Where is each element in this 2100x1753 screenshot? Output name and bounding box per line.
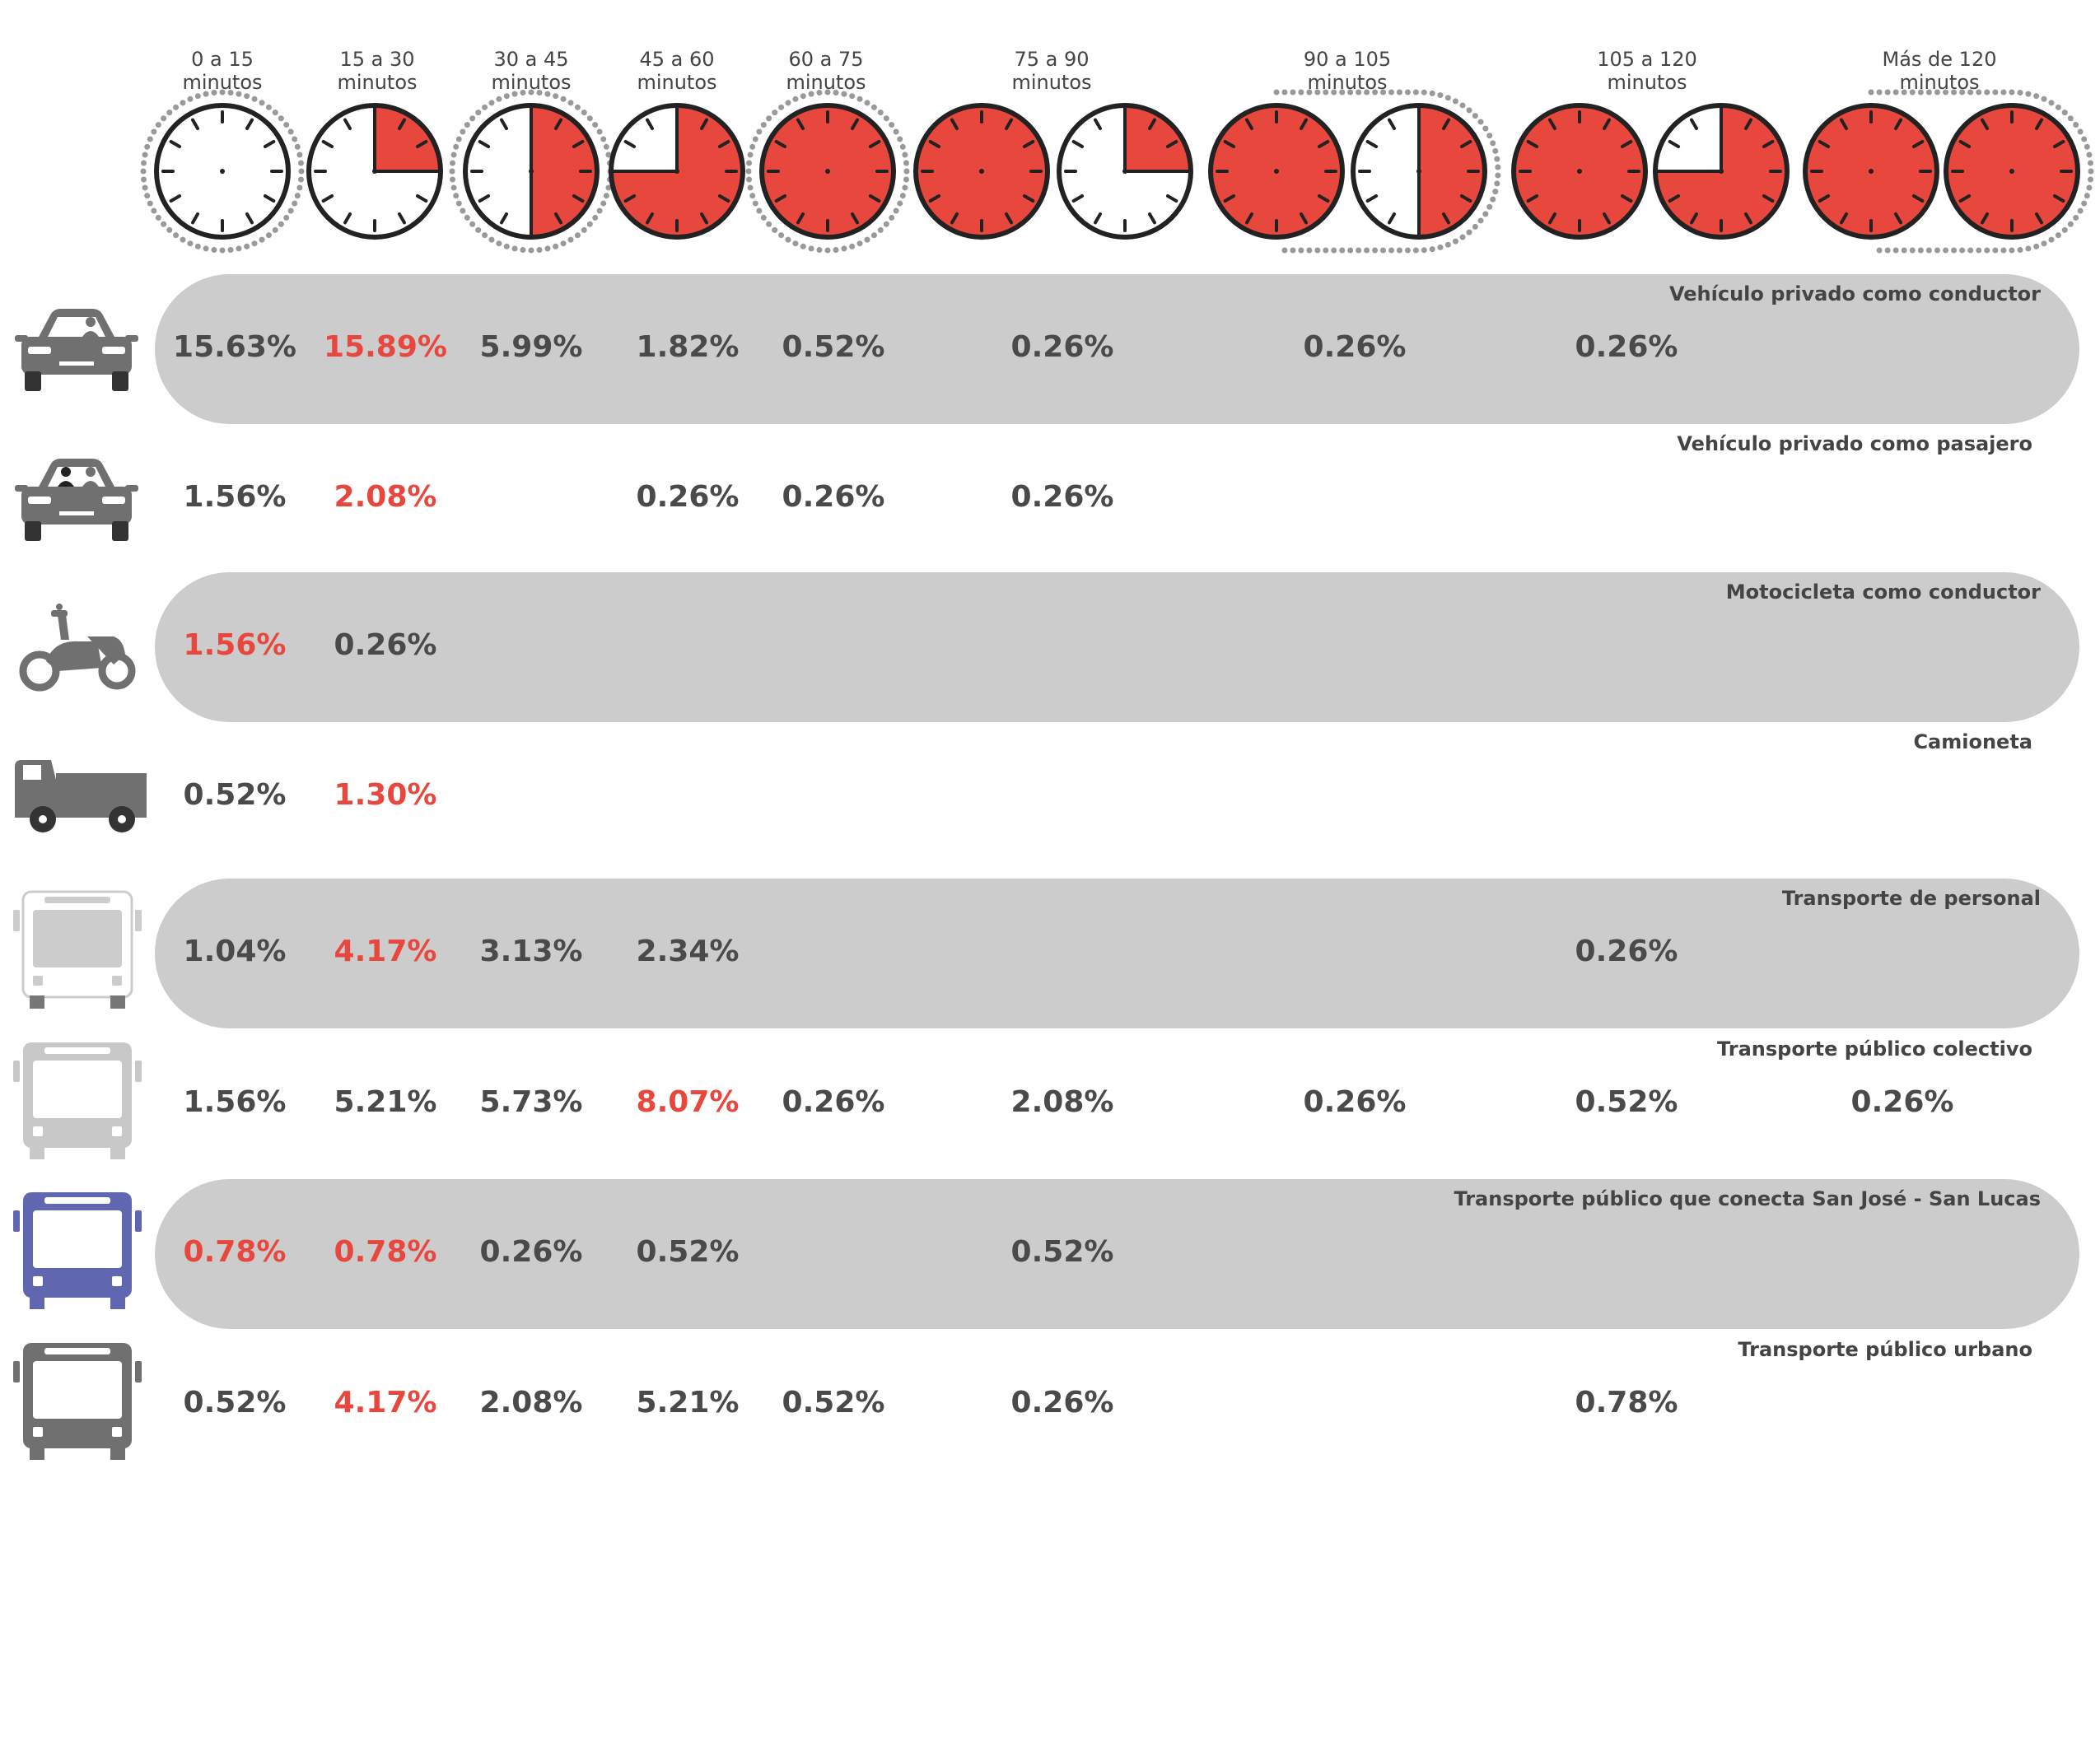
column-header: 105 a 120 minutos xyxy=(1597,48,1697,94)
clock-ring-8 xyxy=(1868,89,2094,254)
clock-ring-6 xyxy=(1273,89,1501,254)
cell-value: 0.26% xyxy=(636,480,740,514)
mode-label: Vehículo privado como pasajero xyxy=(1677,432,2032,455)
cell-value: 0.52% xyxy=(636,1235,740,1269)
clock-6-b xyxy=(1351,103,1487,240)
clock-7-a xyxy=(1511,103,1648,240)
column-header: 30 a 45 minutos xyxy=(491,48,572,94)
clock-5-b xyxy=(1057,103,1193,240)
cell-value: 1.30% xyxy=(334,778,437,812)
clock-ring-0 xyxy=(140,89,305,254)
cell-value: 0.52% xyxy=(183,1386,287,1420)
mode-label: Transporte de personal xyxy=(1781,887,2041,910)
cell-value: 15.63% xyxy=(173,330,296,364)
column-header: 45 a 60 minutos xyxy=(637,48,717,94)
cell-value: 1.56% xyxy=(183,1085,287,1119)
car-driver-icon xyxy=(15,305,138,399)
cell-value: 0.26% xyxy=(782,1085,885,1119)
cell-value: 0.26% xyxy=(1303,330,1407,364)
cell-value: 0.52% xyxy=(782,1386,885,1420)
car-passenger-icon xyxy=(15,455,138,549)
mode-label: Transporte público que conecta San José … xyxy=(1454,1187,2041,1210)
cell-value: 3.13% xyxy=(479,935,583,968)
cell-value: 5.21% xyxy=(636,1386,740,1420)
row-band xyxy=(155,1179,2079,1329)
cell-value: 1.56% xyxy=(183,628,287,662)
mode-label: Motocicleta como conductor xyxy=(1725,580,2041,604)
cell-value: 0.78% xyxy=(334,1235,437,1269)
cell-value: 2.34% xyxy=(636,935,740,968)
cell-value: 0.26% xyxy=(1010,1386,1114,1420)
row-band xyxy=(155,572,2079,722)
mode-label: Vehículo privado como conductor xyxy=(1669,282,2041,305)
urban-bus-icon xyxy=(12,1340,143,1466)
clock-3 xyxy=(609,103,745,240)
column-header: 0 a 15 minutos xyxy=(182,48,263,94)
cell-value: 0.26% xyxy=(782,480,885,514)
column-header: 75 a 90 minutos xyxy=(1011,48,1092,94)
clock-ring-4 xyxy=(745,89,910,254)
intercity-bus-icon xyxy=(12,1189,143,1316)
cell-value: 0.26% xyxy=(1010,480,1114,514)
cell-value: 0.52% xyxy=(782,330,885,364)
clock-2 xyxy=(463,103,600,240)
cell-value: 0.52% xyxy=(183,778,287,812)
collective-bus-icon xyxy=(12,1039,143,1166)
row-band xyxy=(155,879,2079,1028)
cell-value: 0.52% xyxy=(1575,1085,1678,1119)
clock-ring-2 xyxy=(449,89,614,254)
clock-0 xyxy=(154,103,291,240)
column-header: 15 a 30 minutos xyxy=(337,48,418,94)
clock-5-a xyxy=(913,103,1050,240)
clock-1 xyxy=(306,103,443,240)
cell-value: 0.26% xyxy=(1850,1085,1954,1119)
mode-label: Transporte público urbano xyxy=(1738,1338,2032,1361)
cell-value: 5.99% xyxy=(479,330,583,364)
row-band xyxy=(155,274,2079,424)
cell-value: 1.82% xyxy=(636,330,740,364)
clock-7-b xyxy=(1653,103,1790,240)
clock-header xyxy=(140,89,2094,254)
cell-value: 0.26% xyxy=(1575,935,1678,968)
cell-value: 2.08% xyxy=(334,480,437,514)
cell-value: 0.26% xyxy=(479,1235,583,1269)
cell-value: 2.08% xyxy=(479,1386,583,1420)
clock-8-b xyxy=(1944,103,2080,240)
cell-value: 0.26% xyxy=(1010,330,1114,364)
staff-bus-icon xyxy=(12,888,143,1015)
column-header: Más de 120 minutos xyxy=(1882,48,1997,94)
pickup-truck-icon xyxy=(15,753,147,839)
motorcycle-icon xyxy=(15,604,138,697)
cell-value: 0.52% xyxy=(1010,1235,1114,1269)
cell-value: 0.26% xyxy=(334,628,437,662)
clock-8-a xyxy=(1803,103,1939,240)
clock-4 xyxy=(759,103,896,240)
cell-value: 8.07% xyxy=(636,1085,740,1119)
column-header: 60 a 75 minutos xyxy=(786,48,866,94)
cell-value: 0.26% xyxy=(1575,330,1678,364)
cell-value: 4.17% xyxy=(334,935,437,968)
clock-6-a xyxy=(1208,103,1345,240)
cell-value: 0.78% xyxy=(1575,1386,1678,1420)
cell-value: 15.89% xyxy=(324,330,447,364)
cell-value: 5.73% xyxy=(479,1085,583,1119)
column-header: 90 a 105 minutos xyxy=(1303,48,1392,94)
cell-value: 1.04% xyxy=(183,935,287,968)
cell-value: 1.56% xyxy=(183,480,287,514)
mode-label: Camioneta xyxy=(1913,730,2032,753)
cell-value: 0.78% xyxy=(183,1235,287,1269)
mode-label: Transporte público colectivo xyxy=(1717,1037,2032,1061)
cell-value: 0.26% xyxy=(1303,1085,1407,1119)
cell-value: 2.08% xyxy=(1010,1085,1114,1119)
cell-value: 4.17% xyxy=(334,1386,437,1420)
cell-value: 5.21% xyxy=(334,1085,437,1119)
